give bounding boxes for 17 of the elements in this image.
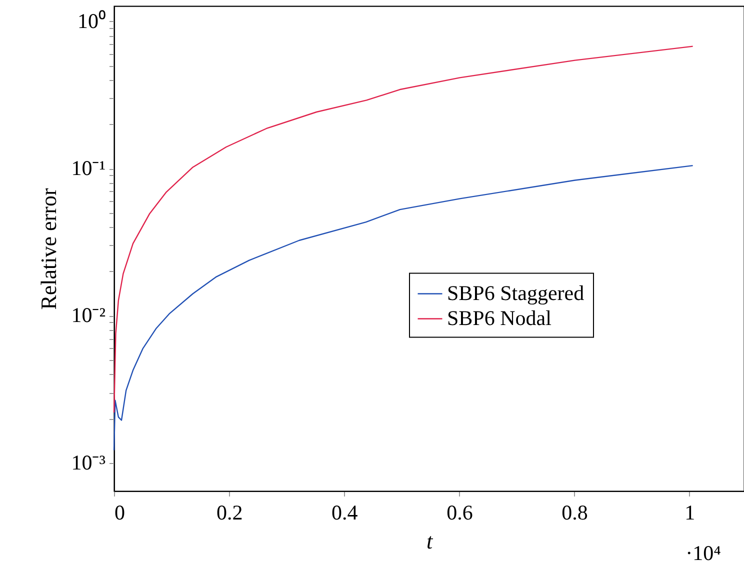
y-axis-title: Relative error	[36, 188, 62, 310]
legend-label: SBP6 Staggered	[447, 280, 585, 305]
text: ·10⁴	[686, 541, 721, 565]
x-tick-label: 0.2	[216, 500, 243, 524]
x-tick-label: 0.4	[332, 500, 358, 524]
x-tick-label: 0	[114, 500, 125, 524]
legend-label: SBP6 Nodal	[447, 306, 552, 330]
y-tick-label: 10⁻²	[71, 303, 106, 328]
y-tick-label: 10⁻³	[71, 450, 106, 474]
y-tick-label: 10⁰	[78, 8, 106, 33]
x-tick-label: 1	[684, 500, 696, 524]
y-tick-label: 10⁻¹	[71, 156, 106, 180]
line-series	[113, 46, 694, 414]
x-axis-title: t	[426, 528, 434, 554]
x-tick-label: 0.8	[562, 500, 588, 524]
x-tick-label: 0.6	[446, 500, 473, 524]
line-series	[113, 164, 694, 451]
